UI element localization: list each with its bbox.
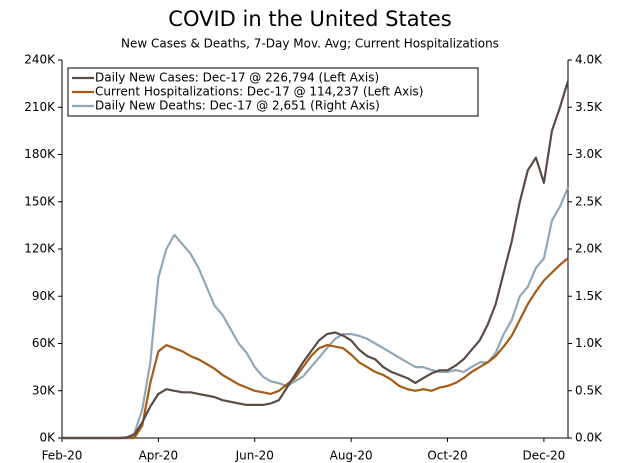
- y2-tick-label: 0.0K: [575, 431, 603, 445]
- y-tick-label: 210K: [24, 100, 56, 114]
- y2-tick-label: 3.5K: [575, 100, 603, 114]
- y-tick-label: 30K: [32, 383, 56, 397]
- y-tick-label: 0K: [39, 431, 56, 445]
- series-line: [62, 187, 570, 440]
- chart-subtitle: New Cases & Deaths, 7-Day Mov. Avg; Curr…: [121, 37, 499, 51]
- chart-title: COVID in the United States: [168, 7, 451, 31]
- y-tick-label: 120K: [24, 242, 56, 256]
- y2-tick-label: 4.0K: [575, 53, 603, 67]
- series-line: [62, 257, 569, 440]
- y-tick-label: 240K: [24, 53, 56, 67]
- y2-tick-label: 2.0K: [575, 242, 603, 256]
- x-tick-label: Feb-20: [42, 449, 83, 463]
- y2-tick-label: 2.5K: [575, 194, 603, 208]
- y-tick-label: 90K: [32, 289, 56, 303]
- legend-label: Current Hospitalizations: Dec-17 @ 114,2…: [95, 85, 423, 99]
- legend-label: Daily New Deaths: Dec-17 @ 2,651 (Right …: [95, 99, 380, 113]
- y-tick-label: 60K: [32, 336, 56, 350]
- y-tick-label: 150K: [24, 194, 56, 208]
- y-tick-label: 180K: [24, 147, 56, 161]
- y2-tick-label: 3.0K: [575, 147, 603, 161]
- x-tick-label: Jun-20: [235, 449, 274, 463]
- x-tick-label: Dec-20: [522, 449, 565, 463]
- y2-tick-label: 1.5K: [575, 289, 603, 303]
- legend-box: [67, 67, 479, 117]
- x-tick-label: Aug-20: [330, 449, 373, 463]
- legend-label: Daily New Cases: Dec-17 @ 226,794 (Left …: [95, 71, 379, 85]
- x-tick-label: Oct-20: [427, 449, 467, 463]
- x-tick-label: Apr-20: [139, 449, 179, 463]
- series-line: [62, 80, 570, 440]
- y2-tick-label: 1.0K: [575, 336, 603, 350]
- y2-tick-label: 0.5K: [575, 383, 603, 397]
